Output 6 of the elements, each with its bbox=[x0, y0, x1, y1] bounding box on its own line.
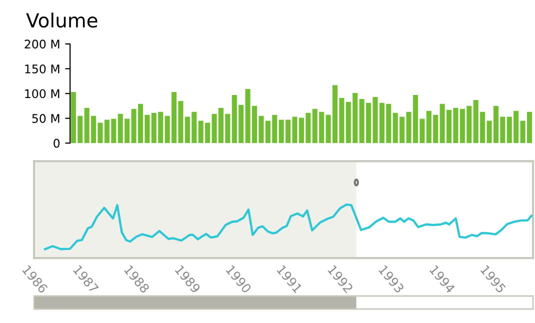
y-tick-label: 150 M bbox=[25, 64, 60, 74]
y-tick-label: 200 M bbox=[24, 40, 60, 49]
chart-title: Volume bbox=[26, 12, 98, 28]
y-tick-label: 50 M bbox=[32, 114, 60, 123]
y-tick-label: 100 M bbox=[25, 89, 60, 98]
y-tick-label: 0 bbox=[54, 138, 60, 148]
